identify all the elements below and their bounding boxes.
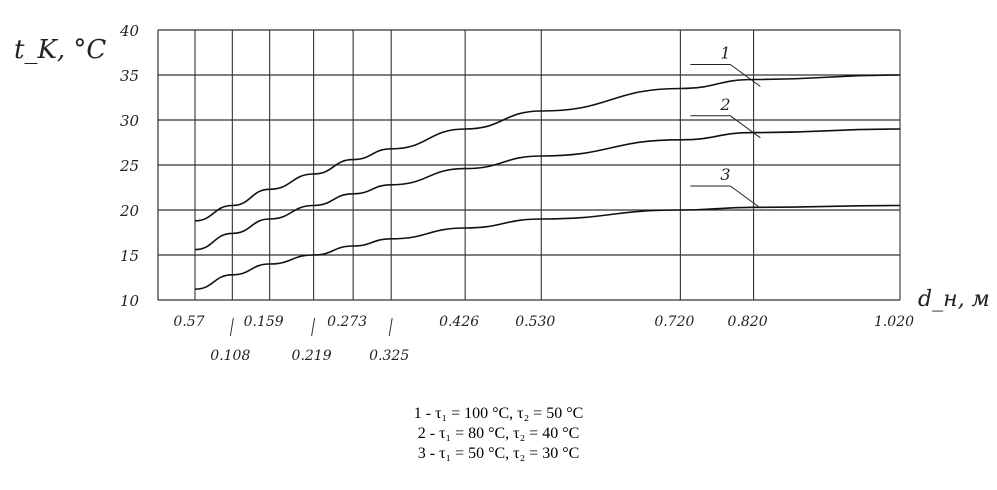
series-label: 1 — [720, 44, 730, 63]
y-tick-label: 25 — [119, 157, 139, 175]
y-tick-label: 40 — [119, 22, 140, 40]
y-tick-label: 30 — [120, 112, 140, 130]
x-tick-label: 1.020 — [874, 314, 914, 330]
series-line-2 — [194, 128, 901, 251]
series-line-3 — [194, 204, 901, 290]
series-line-1 — [194, 74, 901, 222]
series-label-leader — [730, 64, 761, 87]
x-tick-label: 0.426 — [439, 314, 479, 330]
x-tick-label: 0.530 — [515, 314, 555, 330]
series-label-leader — [730, 185, 761, 209]
series-label-leader — [730, 115, 761, 139]
x-axis-title: d_н, м — [918, 287, 990, 312]
x-tick-label: 0.219 — [292, 348, 332, 364]
y-tick-label: 20 — [119, 202, 140, 220]
chart: 10 15 20 25 30 35 40 0.57 0.108 0.159 0.219 0.273 0.… — [14, 22, 990, 364]
y-tick-label: 35 — [120, 67, 139, 85]
x-tick-leader — [311, 317, 316, 337]
series-label: 3 — [720, 165, 730, 184]
x-tick-label: 0.273 — [327, 314, 367, 330]
x-tick-label: 0.325 — [369, 348, 409, 364]
y-tick-label: 10 — [120, 292, 140, 310]
legend: 1 - τ₁ = 100 °C, τ₂ = 50 °C 2 - τ₁ = 80 … — [0, 404, 997, 464]
x-tick-label: 0.108 — [210, 348, 250, 364]
legend-entry-2: 2 - τ₁ = 80 °C, τ₂ = 40 °C — [417, 425, 580, 442]
x-tick-label: 0.720 — [654, 314, 694, 330]
x-tick-label: 0.820 — [728, 314, 768, 330]
legend-entry-1: 1 - τ₁ = 100 °C, τ₂ = 50 °C — [413, 405, 584, 422]
chart-svg: 10 15 20 25 30 35 40 0.57 0.108 0.159 0.219 0.273 0.… — [14, 22, 990, 364]
x-tick-leader — [229, 317, 234, 337]
y-axis-title: t_K, °C — [14, 35, 106, 65]
x-tick-leader — [388, 317, 393, 337]
y-tick-label: 15 — [120, 247, 139, 265]
x-tick-label: 0.57 — [173, 314, 204, 330]
legend-entry-3: 3 - τ₁ = 50 °C, τ₂ = 30 °C — [417, 445, 580, 462]
series-label: 2 — [719, 95, 730, 114]
x-tick-label: 0.159 — [244, 314, 284, 330]
